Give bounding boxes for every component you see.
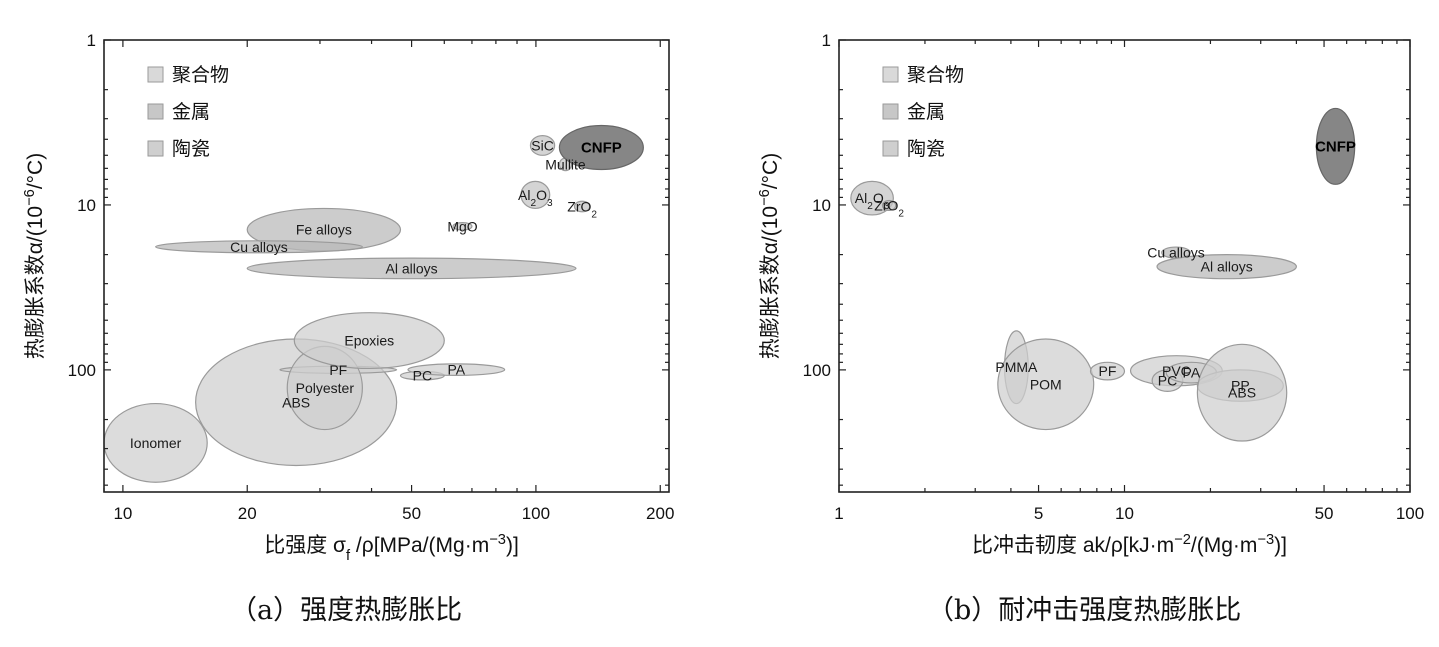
label-cnfp: CNFP [581,140,622,157]
chart-panel-a: Ionomer ABS PF Polyester Epoxies PC PA Fe alloy… [22,31,674,564]
label-ionomer: Ionomer [130,435,182,451]
label-pc: PC [413,368,432,384]
legend-swatch-0 [882,66,899,83]
label-pf: PF [329,362,347,378]
legend-label-2: 陶瓷 [172,138,210,160]
material-labels: Ionomer ABS PF Polyester Epoxies PC PA Fe alloy… [130,137,622,450]
x-axis-title: 比冲击韧度 ak/ρ[kJ·m−2/(Mg·m−3)] [972,532,1287,557]
label-cnfp: CNFP [1315,138,1356,155]
x-axis: 1 5 10 50 100 [834,40,1424,523]
legend-label-0: 聚合物 [172,64,229,86]
label-mgo: MgO [447,218,477,234]
y-tick-label-100: 100 [803,361,831,380]
caption-b: （b）耐冲击强度热膨胀比 [927,595,1242,626]
bubble-cu-alloys [155,240,363,254]
label-pc: PC [1158,373,1177,389]
y-tick-label-10: 10 [77,196,96,215]
x-tick-label-20: 20 [238,504,257,523]
label-abs: ABS [1228,385,1256,401]
legend-swatch-2 [882,140,899,157]
bubble-mgo [452,222,473,231]
label-pp: PP [1231,378,1250,394]
y-tick-label-1: 1 [87,31,96,50]
y-axis-title: 热膨胀系数α/(10−6/°C) [757,153,782,359]
label-cu-alloys: Cu alloys [1147,245,1205,261]
x-tick-label-10: 10 [113,504,132,523]
bubble-zro2 [573,200,591,213]
label-pvc: PVC [1162,363,1191,379]
caption-a: （a）强度热膨胀比 [230,595,463,626]
x-tick-label-5: 5 [1034,504,1043,523]
label-zro2: ZrO2 [874,197,904,219]
bubble-abs [1196,343,1288,442]
label-al-alloys: Al alloys [386,260,438,276]
label-abs: ABS [282,394,310,410]
label-sic: SiC [531,137,554,153]
label-pmma: PMMA [995,359,1038,375]
label-mullite: Mullite [545,156,586,172]
y-tick-label-10: 10 [812,196,831,215]
y-tick-label-1: 1 [822,31,831,50]
legend-swatch-0 [147,66,164,83]
y-axis: 1 10 100 [68,31,669,486]
bubble-epoxies [293,312,445,370]
legend-label-1: 金属 [907,101,945,123]
x-tick-label-200: 200 [646,504,674,523]
bubble-al-alloys [1156,253,1297,280]
label-al-alloys: Al alloys [1201,259,1253,275]
material-bubbles [103,124,644,483]
bubble-al2o3 [520,180,551,210]
x-tick-label-1: 1 [834,504,843,523]
bubble-al-alloys [246,257,577,280]
label-pa: PA [447,362,465,378]
y-axis: 1 10 100 [803,31,1410,486]
bubble-sic [529,135,556,156]
label-pf: PF [1099,363,1117,379]
bubble-pa [407,363,506,376]
label-fe-alloys: Fe alloys [296,222,352,238]
label-al2o3: Al2O3 [518,187,553,209]
x-tick-label-50: 50 [1315,504,1334,523]
x-tick-label-100: 100 [522,504,550,523]
label-al2o3: Al2O3 [855,190,890,212]
plot-frame [103,39,670,493]
x-tick-label-10: 10 [1115,504,1134,523]
bubble-pom [997,338,1095,431]
material-bubbles [850,107,1356,442]
label-cu-alloys: Cu alloys [230,239,288,255]
legend-swatch-1 [147,103,164,120]
label-epoxies: Epoxies [344,333,394,349]
legend-label-1: 金属 [172,101,210,123]
x-axis-title: 比强度 σf /ρ[MPa/(Mg·m−3)] [264,532,519,564]
x-tick-label-100: 100 [1396,504,1424,523]
bubble-cnfp [1315,107,1356,185]
label-zro2: ZrO2 [567,199,597,221]
label-pom: POM [1030,376,1062,392]
x-tick-label-50: 50 [402,504,421,523]
legend-label-0: 聚合物 [907,64,964,86]
x-axis: 10 20 50 100 200 [103,40,674,523]
legend-swatch-2 [147,140,164,157]
bubble-cnfp [558,124,644,171]
label-pa: PA [1183,365,1201,381]
legend-swatch-1 [882,103,899,120]
y-axis-title: 热膨胀系数α/(10−6/°C) [22,153,47,359]
legend-label-2: 陶瓷 [907,138,945,160]
label-polyester: Polyester [296,380,355,396]
bubble-pf [1089,361,1126,381]
y-tick-label-100: 100 [68,361,96,380]
bubble-zro2 [881,199,897,212]
